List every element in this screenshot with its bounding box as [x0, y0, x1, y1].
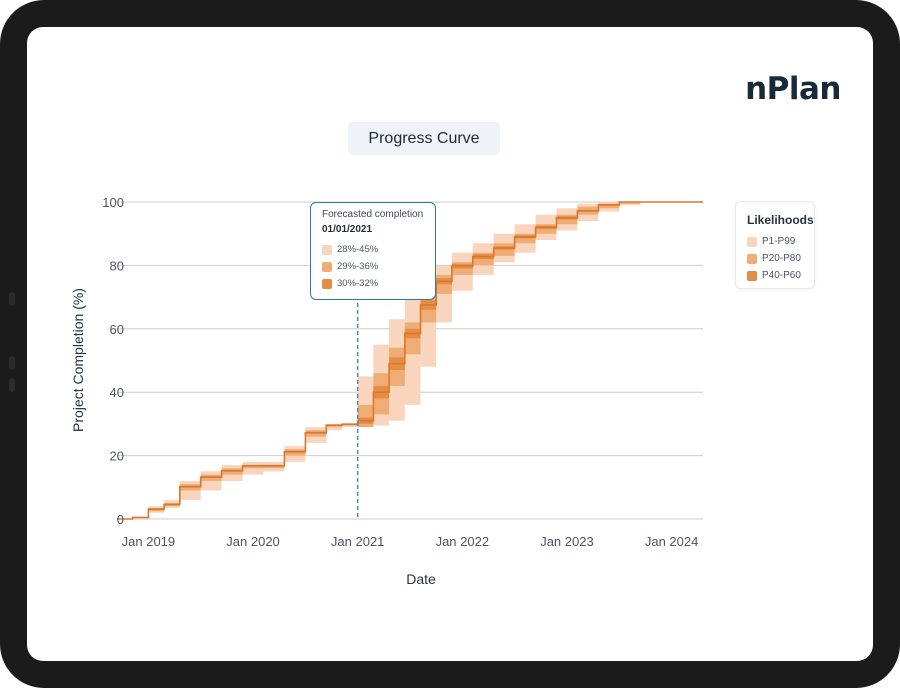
- chart-title: Progress Curve: [348, 122, 500, 155]
- band-p1-p99: [117, 202, 703, 519]
- y-axis-label: Project Completion (%): [70, 288, 86, 432]
- tooltip-heading: Forecasted completion: [322, 209, 424, 220]
- swatch-p1-p99: [747, 236, 757, 247]
- x-axis-label: Date: [406, 571, 436, 587]
- legend-item-p1-p99[interactable]: P1-P99: [747, 233, 814, 250]
- y-tick-label: 40: [110, 385, 124, 400]
- x-tick-label: Jan 2022: [436, 534, 490, 549]
- legend-item-label: P40-P60: [762, 270, 801, 281]
- y-tick-label: 80: [110, 258, 124, 273]
- swatch-p40-p60: [747, 270, 757, 281]
- tooltip-date: 01/01/2021: [322, 224, 373, 235]
- x-tick-label: Jan 2021: [331, 534, 385, 549]
- camera-dot: [9, 292, 15, 306]
- legend-item-p40-p60[interactable]: P40-P60: [747, 267, 814, 284]
- x-tick-label: Jan 2020: [226, 534, 280, 549]
- median-line: [117, 201, 703, 520]
- x-tick-label: Jan 2024: [645, 534, 699, 549]
- nplan-logo: nPlan: [745, 71, 841, 107]
- y-tick-label: 60: [110, 322, 124, 337]
- progress-chart: 0 20 40 60 80 100 Jan 2019 Jan 2020 Jan 2021 Jan …: [70, 195, 703, 587]
- y-tick-label: 20: [110, 449, 124, 464]
- app-screen: nPlan Progress Curve 0 20 40 60 80 100 Jan 201…: [27, 27, 873, 661]
- tooltip-range-p40-p60: 30%-32%: [322, 275, 435, 292]
- swatch-p20-p80: [747, 253, 757, 264]
- tooltip-range-label: 29%-36%: [337, 261, 379, 272]
- y-tick-label: 0: [117, 512, 124, 527]
- swatch-p20-p80: [322, 261, 332, 272]
- x-tick-label: Jan 2023: [540, 534, 594, 549]
- y-tick-label: 100: [102, 195, 124, 210]
- x-tick-label: Jan 2019: [122, 534, 176, 549]
- tooltip-range-label: 28%-45%: [337, 244, 379, 255]
- swatch-p40-p60: [322, 278, 332, 289]
- logo-mark: nPlan: [745, 71, 841, 107]
- tooltip-range-label: 30%-32%: [337, 278, 379, 289]
- legend-title: Likelihoods: [747, 213, 814, 227]
- tooltip-range-p20-p80: 29%-36%: [322, 258, 435, 275]
- side-button: [9, 378, 15, 392]
- legend-item-p20-p80[interactable]: P20-P80: [747, 250, 814, 267]
- legend-item-label: P1-P99: [762, 236, 796, 247]
- legend-item-label: P20-P80: [762, 253, 801, 264]
- chart-legend: Likelihoods P1-P99 P20-P80 P40-P60: [735, 201, 815, 289]
- side-button: [9, 356, 15, 370]
- axis-layer: 0 20 40 60 80 100 Jan 2019 Jan 2020 Jan 2021 Jan …: [102, 195, 698, 549]
- swatch-p1-p99: [322, 244, 332, 255]
- tooltip-range-p1-p99: 28%-45%: [322, 241, 435, 258]
- forecast-tooltip: Forecasted completion 01/01/2021 28%-45%…: [310, 202, 436, 300]
- band-layer: [117, 201, 703, 520]
